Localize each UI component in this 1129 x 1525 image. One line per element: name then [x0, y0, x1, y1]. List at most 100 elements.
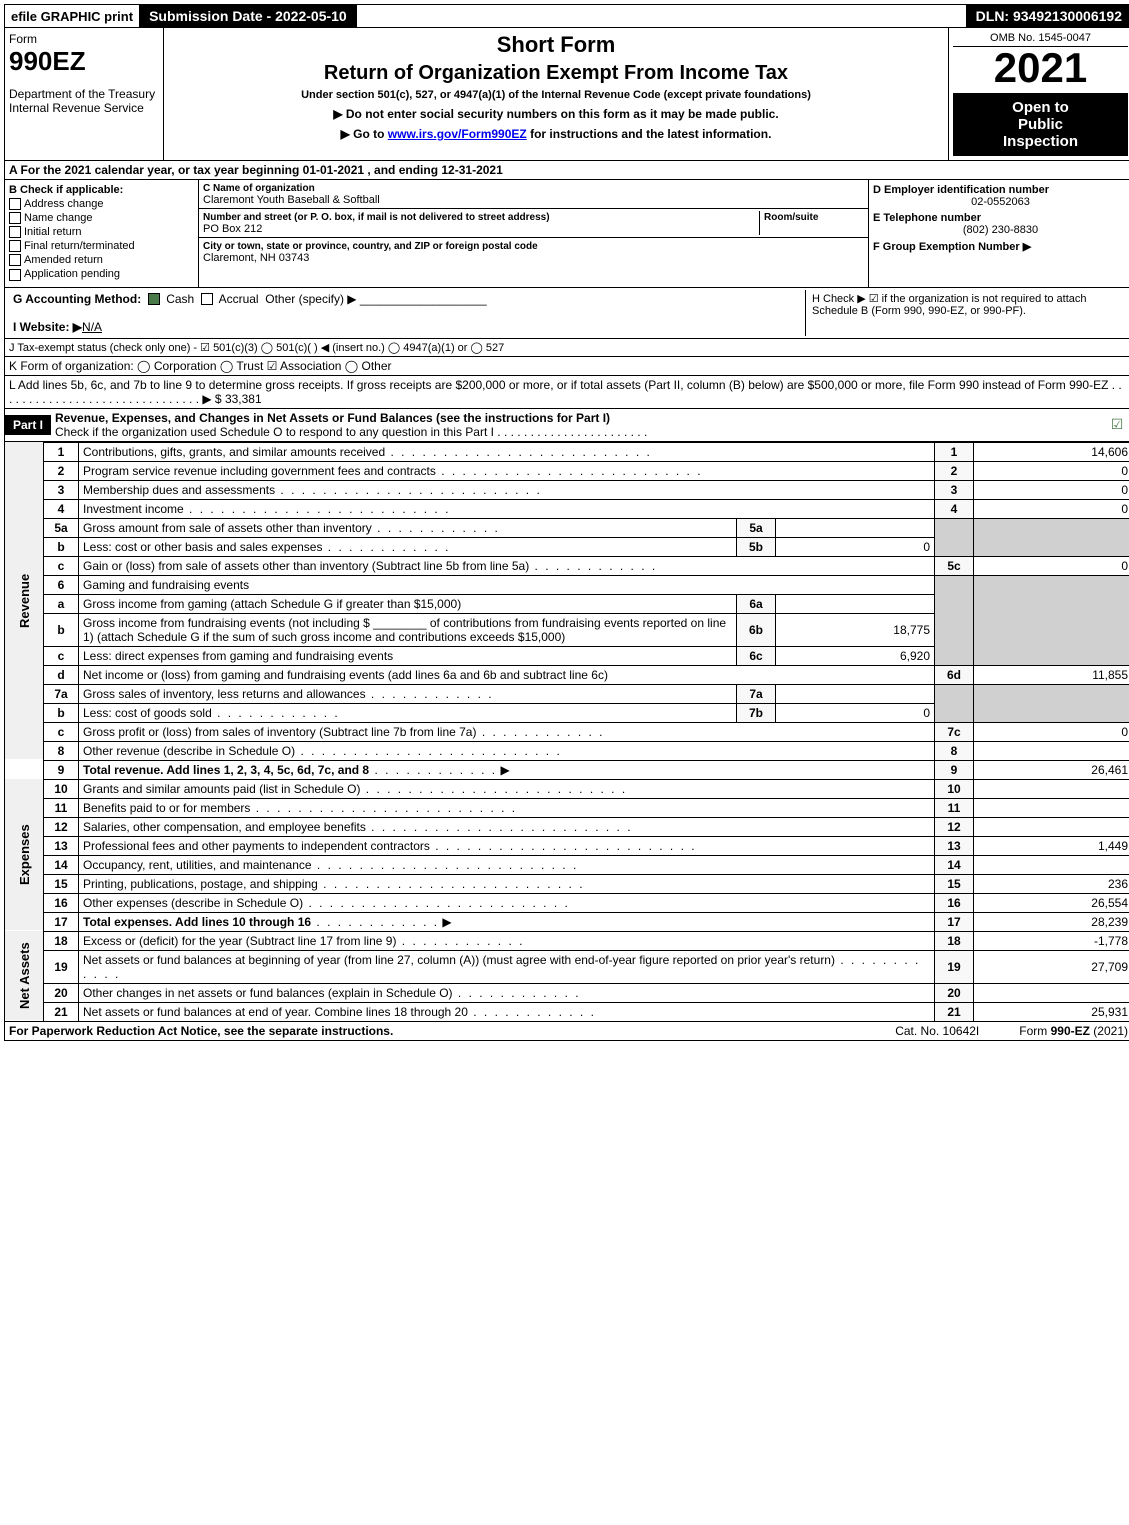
subval-6b: 18,775 — [776, 613, 935, 646]
tax-year: 2021 — [953, 47, 1128, 89]
desc-9: Total revenue. Add lines 1, 2, 3, 4, 5c,… — [83, 763, 369, 777]
cash-label: Cash — [166, 292, 194, 306]
chk-final-return[interactable]: Final return/terminated — [9, 240, 194, 252]
num-15: 15 — [935, 874, 974, 893]
chk-final-return-label: Final return/terminated — [24, 240, 135, 252]
ln-7c: c — [44, 722, 79, 741]
part1-tab: Part I — [5, 415, 51, 435]
subln-7a: 7a — [737, 684, 776, 703]
num-17: 17 — [935, 912, 974, 931]
desc-14: Occupancy, rent, utilities, and maintena… — [83, 858, 578, 872]
num-12: 12 — [935, 817, 974, 836]
dept-treasury: Department of the Treasury — [9, 87, 159, 101]
val-5c: 0 — [974, 556, 1129, 575]
subln-6c: 6c — [737, 646, 776, 665]
open-to-public-badge: Open to Public Inspection — [953, 93, 1128, 156]
row-h: H Check ▶ ☑ if the organization is not r… — [806, 290, 1128, 336]
table-row: 19 Net assets or fund balances at beginn… — [5, 950, 1129, 983]
section-b-label: B Check if applicable: — [9, 184, 194, 196]
subval-5a — [776, 518, 935, 537]
subval-5b: 0 — [776, 537, 935, 556]
chk-accrual[interactable] — [201, 293, 213, 305]
irs-link[interactable]: www.irs.gov/Form990EZ — [388, 127, 527, 141]
ln-15: 15 — [44, 874, 79, 893]
desc-17: Total expenses. Add lines 10 through 16 — [83, 915, 311, 929]
instr-link-row: ▶ Go to www.irs.gov/Form990EZ for instru… — [168, 127, 944, 141]
header-left: Form 990EZ Department of the Treasury In… — [5, 28, 164, 160]
desc-1-text: Contributions, gifts, grants, and simila… — [83, 445, 652, 459]
ln-19: 19 — [44, 950, 79, 983]
desc-3: Membership dues and assessments — [83, 483, 542, 497]
efile-label[interactable]: efile GRAPHIC print — [5, 7, 139, 26]
addr-label: Number and street (or P. O. box, if mail… — [203, 212, 550, 223]
table-row: 7a Gross sales of inventory, less return… — [5, 684, 1129, 703]
table-row: 14 Occupancy, rent, utilities, and maint… — [5, 855, 1129, 874]
num-14: 14 — [935, 855, 974, 874]
num-10: 10 — [935, 779, 974, 798]
table-row: 5a Gross amount from sale of assets othe… — [5, 518, 1129, 537]
room-label: Room/suite — [764, 212, 818, 223]
chk-application-pending[interactable]: Application pending — [9, 268, 194, 280]
row-l-value: 33,381 — [225, 392, 262, 406]
ein-value: 02-0552063 — [873, 196, 1128, 208]
ln-17: 17 — [44, 912, 79, 931]
row-k: K Form of organization: ◯ Corporation ◯ … — [4, 357, 1129, 376]
chk-name-change[interactable]: Name change — [9, 212, 194, 224]
val-15: 236 — [974, 874, 1129, 893]
num-3: 3 — [935, 480, 974, 499]
val-21: 25,931 — [974, 1002, 1129, 1021]
table-row: 3 Membership dues and assessments 3 0 — [5, 480, 1129, 499]
desc-6a: Gross income from gaming (attach Schedul… — [79, 594, 737, 613]
val-13: 1,449 — [974, 836, 1129, 855]
table-row: 15 Printing, publications, postage, and … — [5, 874, 1129, 893]
table-row: c Gross profit or (loss) from sales of i… — [5, 722, 1129, 741]
desc-21: Net assets or fund balances at end of ye… — [83, 1005, 596, 1019]
num-1: 1 — [935, 442, 974, 461]
subln-6b: 6b — [737, 613, 776, 646]
open1: Open to — [957, 99, 1124, 116]
footer-form-pre: Form — [1019, 1024, 1050, 1038]
val-8 — [974, 741, 1129, 760]
shade-6abc-val — [974, 575, 1129, 665]
open3: Inspection — [957, 133, 1124, 150]
table-row: Expenses 10 Grants and similar amounts p… — [5, 779, 1129, 798]
accrual-label: Accrual — [219, 292, 259, 306]
val-4: 0 — [974, 499, 1129, 518]
shade-7ab-val — [974, 684, 1129, 722]
top-bar: efile GRAPHIC print Submission Date - 20… — [4, 4, 1129, 28]
ln-7a: 7a — [44, 684, 79, 703]
chk-name-change-label: Name change — [24, 212, 93, 224]
desc-18: Excess or (deficit) for the year (Subtra… — [83, 934, 524, 948]
ln-4: 4 — [44, 499, 79, 518]
val-6d: 11,855 — [974, 665, 1129, 684]
ln-2: 2 — [44, 461, 79, 480]
ln-9: 9 — [44, 760, 79, 779]
num-8: 8 — [935, 741, 974, 760]
subln-5b: 5b — [737, 537, 776, 556]
val-2: 0 — [974, 461, 1129, 480]
chk-address-change[interactable]: Address change — [9, 198, 194, 210]
ln-12: 12 — [44, 817, 79, 836]
vtab-netassets: Net Assets — [5, 931, 44, 1021]
val-9: 26,461 — [974, 760, 1129, 779]
desc-11: Benefits paid to or for members — [83, 801, 517, 815]
desc-15: Printing, publications, postage, and shi… — [83, 877, 585, 891]
ln-1: 1 — [44, 442, 79, 461]
org-address: PO Box 212 — [203, 223, 262, 235]
shade-6abc — [935, 575, 974, 665]
desc-7b: Less: cost of goods sold — [83, 706, 340, 720]
chk-cash[interactable] — [148, 293, 160, 305]
vtab-expenses: Expenses — [5, 779, 44, 931]
num-2: 2 — [935, 461, 974, 480]
footer-formref: Form 990-EZ (2021) — [1019, 1024, 1128, 1038]
val-17: 28,239 — [974, 912, 1129, 931]
short-form-title: Short Form — [168, 32, 944, 58]
ln-14: 14 — [44, 855, 79, 874]
val-11 — [974, 798, 1129, 817]
ln-5a: 5a — [44, 518, 79, 537]
part1-title: Revenue, Expenses, and Changes in Net As… — [51, 409, 1102, 441]
subval-7b: 0 — [776, 703, 935, 722]
chk-amended-return[interactable]: Amended return — [9, 254, 194, 266]
chk-initial-return[interactable]: Initial return — [9, 226, 194, 238]
part1-schedule-o-check[interactable]: ☑ — [1102, 416, 1129, 433]
